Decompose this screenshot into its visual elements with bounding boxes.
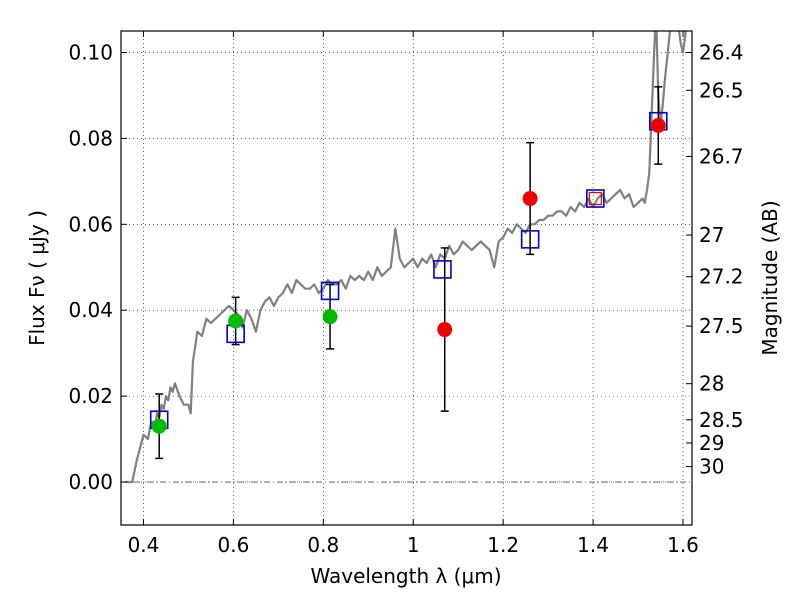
grid [121, 31, 692, 525]
model-point [320, 281, 340, 301]
magnitude-tick-label: 27.2 [699, 265, 744, 289]
magnitude-tick-label: 26.4 [699, 40, 744, 64]
observed-point [437, 322, 453, 338]
y-tick-label: 0.08 [68, 126, 113, 150]
y-tick-label: 0.06 [68, 212, 113, 236]
magnitude-tick-label: 27.5 [699, 314, 744, 338]
observed-point [228, 313, 244, 329]
y-tick-label: 0.02 [68, 384, 113, 408]
axes: 0.4 0.6 0.8 1 1.2 1.4 1.6 0.00 0.02 0.04 0.06 0.08 0… [68, 31, 744, 557]
magnitude-tick-label: 28.5 [699, 408, 744, 432]
x-tick-label: 1.6 [667, 533, 699, 557]
model-point [586, 189, 605, 208]
magnitude-tick-label: 26.7 [699, 144, 744, 168]
template-spectrum-line [125, 31, 687, 484]
magnitude-tick-label: 28 [699, 372, 724, 396]
x-tick-label: 1.4 [577, 533, 609, 557]
observed-point [522, 191, 538, 207]
x-tick-label: 0.4 [128, 533, 160, 557]
observed-point [151, 418, 167, 434]
observed-point [588, 191, 602, 206]
x-axis-label: Wavelength λ (μm) [310, 564, 501, 588]
magnitude-tick-label: 27 [699, 223, 724, 247]
observed-point [650, 118, 666, 134]
observed-point [322, 309, 338, 325]
x-tick-label: 0.6 [217, 533, 249, 557]
y2-axis-label: Magnitude (AB) [758, 200, 782, 355]
plot-frame [120, 30, 693, 526]
magnitude-tick-label: 30 [699, 455, 724, 479]
y-tick-label: 0.04 [68, 298, 113, 322]
x-tick-label: 1.2 [487, 533, 519, 557]
model-point [520, 230, 540, 249]
y-axis-label: Flux Fν ( μJy ) [25, 210, 49, 346]
model-point [433, 260, 452, 279]
y-tick-label: 0.10 [68, 40, 113, 64]
plot-area [121, 31, 692, 484]
x-tick-label: 0.8 [307, 533, 339, 557]
x-tick-label: 1 [407, 533, 420, 557]
magnitude-tick-label: 29 [699, 431, 724, 455]
magnitude-tick-label: 26.5 [699, 78, 744, 102]
y-tick-label: 0.00 [68, 470, 113, 494]
